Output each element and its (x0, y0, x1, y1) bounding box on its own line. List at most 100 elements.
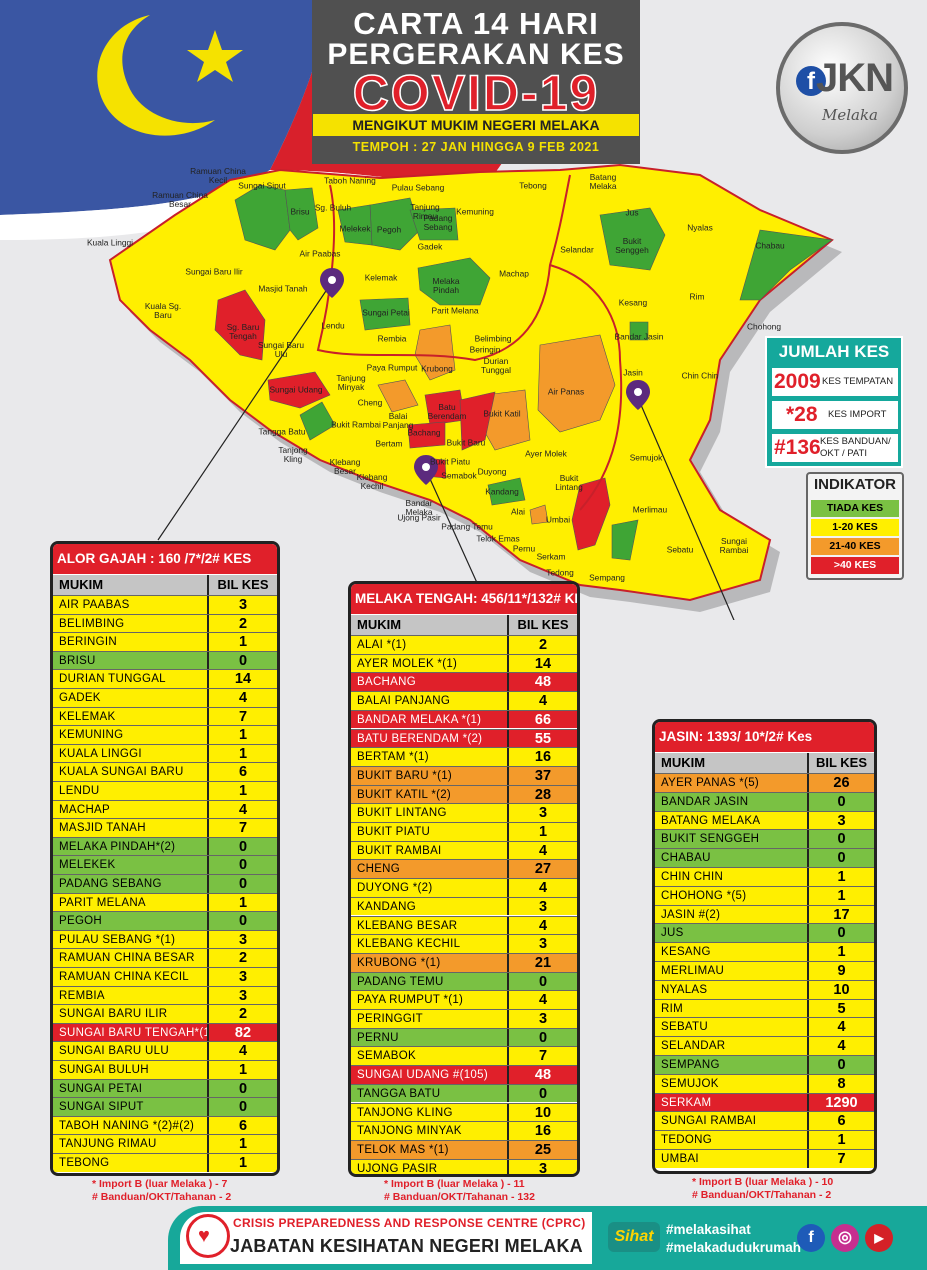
row-mukim: MACHAP (59, 803, 111, 816)
row-mukim: MASJID TANAH (59, 822, 146, 835)
row-mukim: SUNGAI BARU ILIR (59, 1008, 168, 1021)
row-mukim: JUS (661, 927, 684, 940)
row-bil-kes: 21 (507, 953, 577, 972)
map-label: Pernu (512, 543, 536, 554)
table-row: KLEBANG KECHIL 3 (351, 934, 577, 953)
row-mukim: SEMPANG (661, 1059, 720, 1071)
row-bil-kes: 1 (207, 893, 277, 912)
row-mukim: SEMABOK (357, 1050, 416, 1063)
map-label: Krubong (421, 363, 453, 374)
table-row: REMBIA 3 (53, 985, 277, 1005)
melaka-tengah-table-title: MELAKA TENGAH: 456/11*/132# KES (351, 584, 577, 614)
row-mukim: CHIN CHIN (661, 871, 724, 883)
table-row: BUKIT LINTANG 3 (351, 803, 577, 822)
row-bil-kes: 1 (507, 823, 577, 841)
table-row: CHOHONG *(5) 1 (655, 885, 874, 905)
table-column-headers: MUKIM BIL KES (655, 753, 874, 773)
row-bil-kes: 48 (507, 1066, 577, 1084)
row-bil-kes: 4 (507, 879, 577, 897)
logo-subtext: Melaka (821, 106, 878, 124)
row-bil-kes: 0 (807, 924, 874, 943)
table-row: KELEMAK 7 (53, 706, 277, 726)
banduan-label-2: OKT / PATI (820, 448, 867, 459)
alor-gajah-note-import: * Import B (luar Melaka ) - 7 (92, 1178, 228, 1190)
map-label: Taboh Naning (324, 175, 376, 186)
table-row: BERINGIN 1 (53, 632, 277, 651)
row-mukim: RAMUAN CHINA KECIL (59, 971, 190, 983)
table-row: SUNGAI SIPUT 0 (53, 1097, 277, 1116)
table-row: KLEBANG BESAR 4 (351, 915, 577, 935)
region-chabau (739, 229, 833, 301)
facebook-icon[interactable]: f (797, 1224, 825, 1252)
row-mukim: AYER MOLEK *(1) (357, 657, 458, 670)
title-line2: PERGERAKAN KES (327, 38, 625, 71)
row-mukim: PADANG SEBANG (59, 878, 162, 890)
table-row: PARIT MELANA 1 (53, 892, 277, 912)
region-telok-mas (529, 504, 549, 525)
row-mukim: PEGOH (59, 915, 103, 928)
table-row: NYALAS 10 (655, 979, 874, 999)
row-mukim: BUKIT SENGGEH (661, 833, 760, 846)
table-row: BUKIT BARU *(1) 37 (351, 765, 577, 785)
table-row: RAMUAN CHINA KECIL 3 (53, 967, 277, 986)
row-bil-kes: 3 (507, 1010, 577, 1028)
youtube-icon[interactable]: ▶ (865, 1224, 893, 1252)
row-mukim: KELEMAK (59, 710, 116, 723)
map-label: Balai Panjang (382, 411, 414, 430)
map-label: Rim (689, 291, 705, 302)
row-bil-kes: 0 (207, 856, 277, 874)
row-bil-kes: 37 (507, 766, 577, 785)
region-cheng (377, 379, 419, 413)
map-label: Melekek (339, 223, 371, 234)
table-row: CHIN CHIN 1 (655, 867, 874, 886)
row-bil-kes: 2 (207, 1005, 277, 1023)
row-mukim: PERNU (357, 1031, 399, 1044)
map-label: Semujok (629, 452, 663, 463)
row-mukim: UMBAI (661, 1153, 699, 1165)
title-covid: COVID-19 (352, 64, 600, 122)
row-bil-kes: 6 (807, 1112, 874, 1131)
table-row: TANJUNG RIMAU 1 (53, 1134, 277, 1153)
row-mukim: DURIAN TUNGGAL (59, 673, 166, 686)
map-label: Tedong (546, 567, 574, 578)
map-label: Sg. Baru Tengah (226, 322, 260, 341)
row-mukim: PADANG TEMU (357, 975, 444, 988)
map-label: Kemuning (456, 206, 494, 217)
row-mukim: AYER PANAS *(5) (661, 777, 760, 789)
row-bil-kes: 26 (807, 774, 874, 792)
table-row: SUNGAI BULUH 1 (53, 1060, 277, 1079)
row-mukim: AIR PAABAS (59, 599, 130, 611)
row-bil-kes: 3 (207, 596, 277, 614)
table-row: MELAKA PINDAH*(2) 0 (53, 836, 277, 856)
map-label: Batu Berendam (427, 402, 467, 421)
row-mukim: MERLIMAU (661, 965, 725, 977)
row-mukim: BERTAM *(1) (357, 751, 429, 764)
row-mukim: MELEKEK (59, 859, 116, 872)
table-column-headers: MUKIM BIL KES (351, 615, 577, 635)
sihat-logo: Sihat (608, 1222, 660, 1252)
map-label: Tebong (519, 180, 547, 191)
map-state-base (108, 163, 834, 602)
table-row: BUKIT SENGGEH 0 (655, 829, 874, 849)
row-bil-kes: 5 (807, 999, 874, 1018)
map-label: Brisu (290, 206, 310, 217)
legend-21-40: 21-40 KES (811, 538, 899, 555)
row-mukim: SEBATU (661, 1021, 708, 1034)
table-row: MERLIMAU 9 (655, 961, 874, 980)
crescent-icon (97, 15, 215, 136)
title-panel: CARTA 14 HARI PERGERAKAN KES COVID-19 (312, 0, 640, 164)
row-bil-kes: 14 (207, 670, 277, 688)
map-label: Tanjung Rimau (410, 202, 440, 221)
table-row: KEMUNING 1 (53, 725, 277, 744)
row-mukim: SUNGAI RAMBAI (661, 1115, 757, 1128)
table-row: UJONG PASIR 3 (351, 1158, 577, 1174)
table-row: BANDAR MELAKA *(1) 66 (351, 709, 577, 729)
row-mukim: BUKIT BARU *(1) (357, 769, 453, 782)
row-mukim: KLEBANG BESAR (357, 919, 458, 932)
cprc-logo (186, 1214, 230, 1258)
region-krubong (414, 324, 456, 381)
map-label: Alai (511, 506, 525, 517)
instagram-icon[interactable]: ◎ (831, 1224, 859, 1252)
row-bil-kes: 0 (807, 792, 874, 811)
map-label: Semabok (441, 470, 477, 481)
